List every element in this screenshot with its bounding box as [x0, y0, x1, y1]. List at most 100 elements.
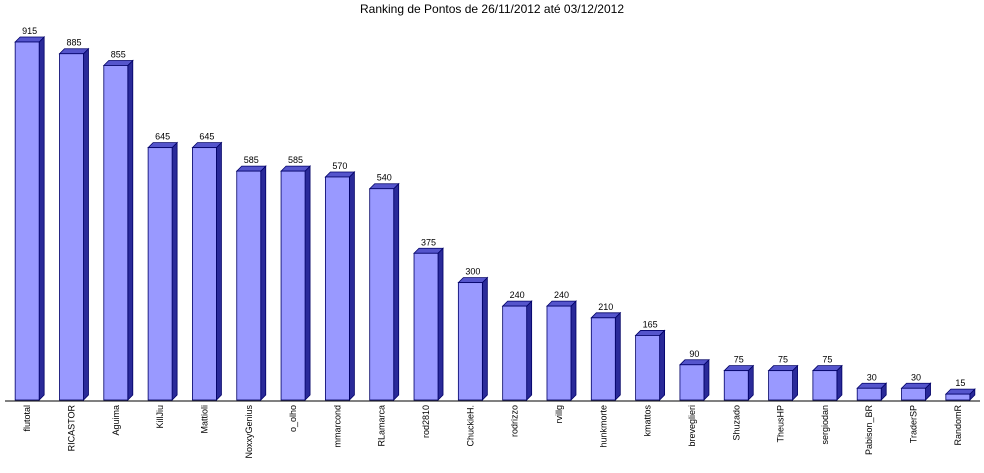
bar-side: [747, 364, 754, 401]
bar-side: [260, 165, 267, 401]
x-tick-label: breveglieri: [687, 405, 697, 447]
value-label: 300: [465, 267, 480, 277]
bar: [723, 370, 749, 401]
x-tick-label: TheusHP: [776, 405, 786, 443]
value-label: 240: [554, 290, 569, 300]
value-label: 915: [22, 26, 37, 36]
bar-top: [457, 277, 489, 284]
value-label: 30: [867, 372, 877, 382]
bar: [413, 252, 439, 401]
x-tick-label: sergiodan: [820, 405, 830, 445]
value-label: 90: [689, 349, 699, 359]
bar-top: [634, 330, 666, 336]
chart-title: Ranking de Pontos de 26/11/2012 até 03/1…: [360, 2, 624, 16]
bar-side: [393, 182, 400, 401]
bar: [901, 387, 926, 401]
value-label: 240: [510, 290, 525, 300]
x-tick-label: RICASTOR: [66, 405, 76, 452]
bar: [590, 317, 616, 401]
bar-side: [836, 364, 843, 401]
value-label: 210: [598, 302, 613, 312]
bar-side: [526, 300, 533, 401]
bar: [236, 170, 262, 401]
value-label: 585: [288, 155, 303, 165]
bar-side: [703, 358, 710, 401]
value-label: 570: [332, 161, 347, 171]
bar-top: [678, 359, 710, 366]
bar-side: [127, 59, 134, 401]
x-tick-label: ChuckieH.: [465, 405, 475, 447]
bar-side: [437, 247, 444, 401]
value-label: 165: [643, 319, 658, 329]
bar-side: [216, 141, 222, 401]
x-tick-label: Pabison_BR: [864, 405, 874, 456]
bar: [14, 41, 40, 401]
bar-top: [235, 165, 267, 172]
bar-top: [147, 142, 179, 149]
x-tick-label: RLamarca: [377, 405, 387, 447]
x-tick-label: rvillg: [554, 405, 564, 424]
x-tick-label: Shuzado: [731, 405, 741, 441]
bar-top: [944, 388, 976, 395]
value-label: 645: [199, 132, 214, 142]
bar: [812, 370, 838, 401]
bar: [945, 393, 971, 401]
x-tick-label: NoxxyGenius: [244, 405, 254, 459]
x-tick-label: mmarcond: [332, 405, 342, 448]
bar-top: [14, 36, 46, 43]
bar: [457, 282, 483, 401]
bar-top: [413, 247, 444, 254]
bar-side: [659, 329, 666, 401]
x-tick-label: RandomR: [953, 405, 963, 446]
value-label: 645: [155, 132, 170, 142]
value-label: 75: [778, 355, 788, 365]
bar: [635, 335, 661, 401]
x-tick-label: flutotal: [22, 405, 32, 432]
x-tick-label: KillJiu: [155, 405, 165, 429]
bar-top: [811, 365, 843, 372]
bar-side: [171, 141, 178, 401]
value-label: 75: [822, 355, 832, 365]
x-tick-label: hunkmorte: [598, 405, 608, 448]
x-tick-label: Mattioli: [199, 405, 209, 434]
bar-top: [280, 165, 312, 172]
bar: [502, 305, 528, 401]
bar-top: [191, 142, 223, 149]
bar-side: [348, 171, 355, 401]
bar: [546, 305, 572, 401]
value-label: 585: [244, 155, 259, 165]
value-label: 75: [734, 355, 744, 365]
bar: [147, 147, 173, 401]
bar-top: [501, 300, 533, 307]
value-label: 375: [421, 237, 436, 247]
value-label: 540: [377, 173, 392, 183]
value-label: 885: [66, 38, 81, 48]
bar-side: [614, 311, 621, 401]
bar-side: [83, 47, 89, 401]
value-label: 15: [955, 378, 965, 388]
value-label: 30: [911, 372, 921, 382]
bar: [856, 387, 882, 401]
bar: [280, 170, 306, 401]
bar-top: [368, 183, 400, 190]
bar-top: [546, 300, 577, 307]
x-tick-label: Aguima: [111, 405, 121, 436]
bar: [59, 53, 84, 401]
x-tick-label: rodrizzo: [510, 405, 520, 437]
bar: [324, 176, 350, 401]
bar: [192, 147, 217, 401]
bar-top: [900, 382, 932, 389]
x-tick-label: o_olho: [288, 405, 298, 432]
bar-top: [723, 365, 755, 372]
bar-side: [304, 165, 311, 401]
bar: [369, 188, 395, 401]
bar: [103, 65, 129, 401]
bar-top: [324, 171, 356, 178]
bar-top: [856, 382, 888, 389]
bar-top: [590, 312, 622, 319]
bar-side: [570, 300, 577, 401]
bar: [768, 370, 793, 401]
x-tick-label: rod2810: [421, 405, 431, 438]
bar-top: [102, 60, 134, 66]
